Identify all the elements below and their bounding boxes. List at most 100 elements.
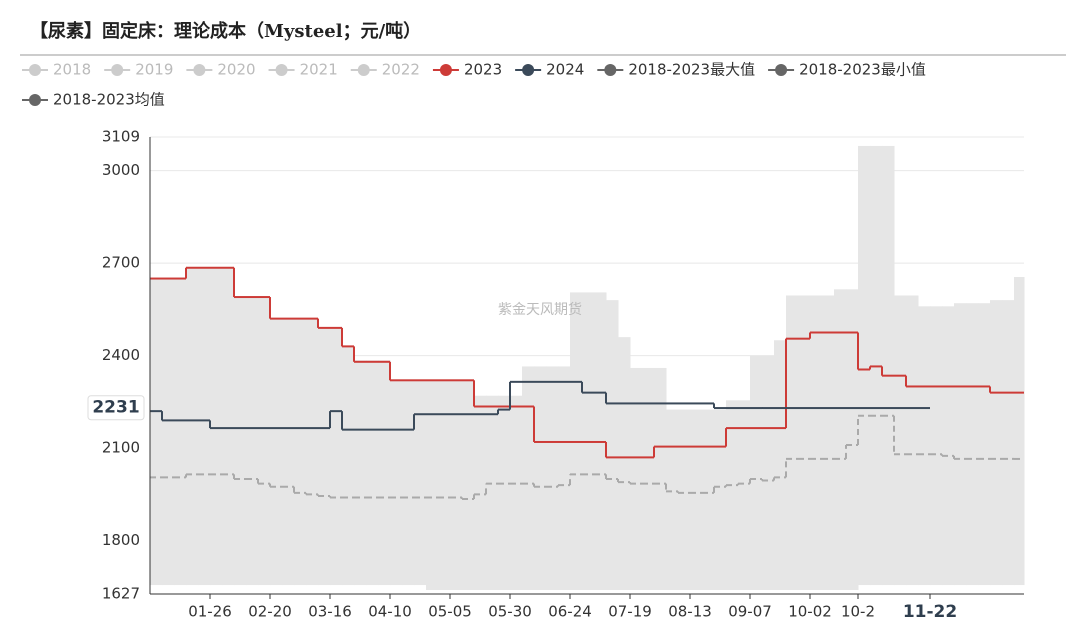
band-segment: [462, 380, 475, 590]
band-segment: [618, 337, 631, 590]
band-segment: [246, 297, 259, 586]
band-segment: [966, 303, 979, 586]
y-tick-label: 2700: [102, 254, 140, 272]
legend-item[interactable]: 2023: [432, 61, 502, 79]
legend-label: 2021: [300, 61, 338, 79]
x-tick-label: 04-10: [368, 603, 412, 621]
band-segment: [930, 306, 943, 586]
band-segment: [918, 306, 931, 586]
legend-label: 2018-2023最大值: [628, 61, 755, 79]
band-segment: [402, 380, 415, 586]
band-segment: [954, 303, 967, 586]
band-segment: [354, 360, 367, 586]
band-segment: [774, 340, 787, 590]
band-segment: [546, 366, 559, 590]
chart-title: 【尿素】固定床：理论成本（Mysteel；元/吨）: [30, 20, 421, 42]
band-segment: [486, 395, 499, 590]
range-band: [150, 145, 1025, 590]
band-segment: [522, 366, 535, 590]
legend-label: 2022: [382, 61, 420, 79]
x-tick-label: 05-30: [488, 603, 532, 621]
legend-item[interactable]: 2019: [104, 61, 173, 79]
band-segment: [882, 145, 895, 586]
band-segment: [210, 267, 223, 586]
legend-label: 2018-2023均值: [53, 91, 165, 109]
band-segment: [690, 409, 703, 590]
axis-pointer-label: 2231: [92, 398, 139, 418]
band-segment: [990, 300, 1003, 586]
band-segment: [978, 303, 991, 586]
legend-item[interactable]: 2018: [22, 61, 91, 79]
legend-label: 2019: [135, 61, 173, 79]
legend-item[interactable]: 2024: [515, 61, 584, 79]
band-segment: [762, 355, 775, 590]
band-segment: [474, 395, 487, 590]
band-segment: [1002, 300, 1015, 586]
band-segment: [894, 295, 907, 586]
legend-item[interactable]: 2018-2023均值: [22, 91, 165, 109]
legend-label: 2024: [546, 61, 584, 79]
x-tick-label: 09-07: [728, 603, 772, 621]
band-segment: [282, 318, 295, 586]
x-tick-label: 10-02: [788, 603, 832, 621]
y-tick-label: 1800: [102, 531, 140, 549]
legend-item[interactable]: 2022: [350, 61, 420, 79]
band-segment: [642, 367, 655, 590]
band-segment: [750, 355, 763, 590]
band-segment: [846, 289, 859, 590]
band-segment: [186, 267, 199, 586]
legend-item[interactable]: 2018-2023最小值: [768, 61, 926, 79]
legend-item[interactable]: 2018-2023最大值: [597, 61, 755, 79]
legend-marker: [275, 64, 288, 76]
band-segment: [1014, 276, 1025, 586]
band-segment: [414, 380, 427, 586]
y-tick-label: 3000: [102, 161, 140, 179]
legend-item[interactable]: 2021: [268, 61, 338, 79]
band-segment: [498, 395, 511, 590]
x-tick-label: 01-26: [188, 603, 232, 621]
band-segment: [198, 267, 211, 586]
watermark: 紫金天风期货: [498, 301, 582, 318]
legend-marker: [29, 94, 41, 106]
series-line: [150, 380, 930, 431]
band-segment: [294, 318, 307, 586]
band-segment: [678, 409, 691, 590]
y-tick-label: 2400: [102, 346, 140, 364]
series-line: [150, 266, 1024, 459]
band-segment: [366, 360, 379, 586]
legend-marker: [111, 64, 124, 76]
band-segment: [318, 327, 331, 586]
legend-label: 2020: [217, 61, 255, 79]
legend-marker: [604, 64, 617, 76]
legend-item[interactable]: 2020: [186, 61, 256, 79]
band-segment: [438, 380, 451, 590]
band-segment: [150, 278, 163, 586]
band-segment: [426, 380, 439, 590]
legend-marker: [522, 64, 535, 76]
band-segment: [798, 295, 811, 590]
band-segment: [654, 367, 667, 590]
band-segment: [810, 295, 823, 590]
legend-label: 2018-2023最小值: [799, 61, 926, 79]
x-tick-label: 08-13: [668, 603, 712, 621]
x-tick-label: 11-22: [903, 602, 957, 622]
band-segment: [906, 295, 919, 586]
band-segment: [606, 300, 619, 590]
band-segment: [510, 395, 523, 590]
band-segment: [174, 278, 187, 586]
legend-label: 2018: [53, 61, 91, 79]
band-segment: [378, 360, 391, 586]
legend-marker: [193, 64, 206, 76]
band-segment: [342, 346, 355, 586]
x-tick-label: 10-2: [841, 603, 875, 621]
band-segment: [222, 267, 235, 586]
legend-marker: [357, 64, 370, 76]
y-tick-label: 2100: [102, 439, 140, 457]
x-tick-label: 06-24: [548, 603, 592, 621]
band-segment: [558, 366, 571, 590]
band-segment: [738, 400, 751, 590]
legend-marker: [775, 64, 788, 76]
y-tick-label: 3109: [102, 128, 140, 146]
band-segment: [234, 297, 247, 586]
